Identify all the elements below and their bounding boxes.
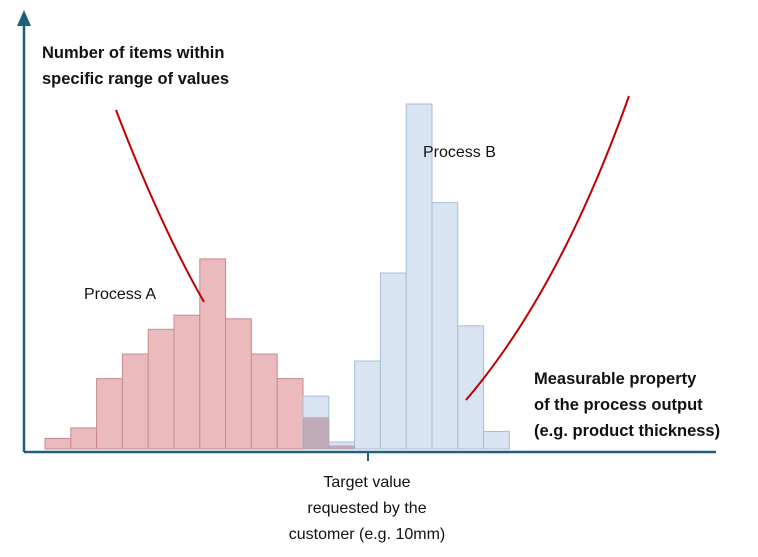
overlap-bar	[328, 445, 355, 449]
y-axis-label-line-2: specific range of values	[42, 70, 230, 88]
process-a-bar	[276, 378, 304, 450]
x-axis-label-line-3: (e.g. product thickness)	[534, 422, 721, 440]
process-a-bar	[70, 427, 98, 450]
process-b-label: Process B	[423, 144, 496, 161]
y-axis-label: Number of items within specific range of…	[42, 40, 282, 92]
process-a-bar	[173, 314, 201, 450]
process-b-bars	[302, 103, 510, 450]
y-axis-arrowhead	[17, 10, 31, 26]
process-b-bar	[405, 103, 433, 450]
process-a-bar	[250, 353, 278, 450]
x-axis-label: Measurable property of the process outpu…	[534, 366, 754, 444]
target-label-line-3: customer (e.g. 10mm)	[288, 526, 446, 543]
x-axis-label-line-2: of the process output	[534, 396, 703, 414]
process-a-bars	[44, 258, 356, 450]
x-axis-label-line-1: Measurable property	[534, 370, 697, 388]
tolerance-curve-left	[115, 109, 205, 303]
process-b-bar	[483, 430, 510, 450]
process-a-bar	[147, 328, 175, 450]
process-b-bar	[457, 325, 485, 450]
process-a-bar	[44, 437, 72, 450]
process-a-bar	[225, 318, 252, 450]
process-a-bar	[199, 258, 227, 450]
tolerance-curve-right	[465, 95, 630, 401]
target-label-line-1: Target value	[323, 474, 411, 491]
target-value-label: Target value requested by the customer (…	[262, 470, 472, 548]
process-b-bar	[354, 360, 381, 450]
overlap-bar	[303, 417, 329, 449]
process-a-bar	[96, 378, 123, 450]
process-a-label: Process A	[84, 286, 157, 303]
process-b-bar	[379, 272, 407, 450]
y-axis-label-line-1: Number of items within	[42, 44, 225, 62]
process-b-bar	[431, 202, 459, 450]
target-label-line-2: requested by the	[307, 500, 427, 517]
process-a-bar	[121, 353, 149, 450]
